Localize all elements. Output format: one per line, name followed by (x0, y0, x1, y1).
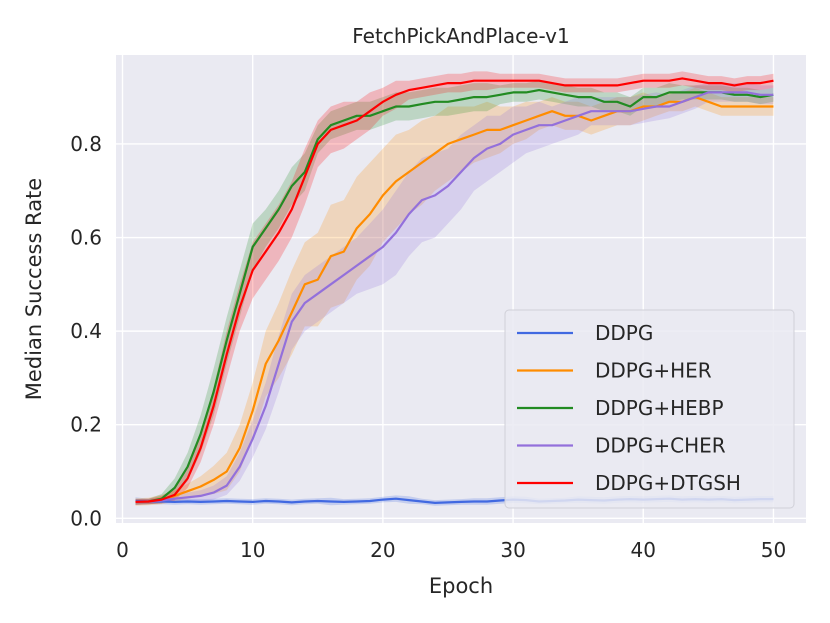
y-tick-label: 0.8 (70, 132, 102, 156)
legend-label-2: DDPG+HEBP (595, 396, 724, 420)
x-tick-label: 20 (370, 538, 395, 562)
x-tick-label: 30 (500, 538, 525, 562)
x-axis-label: Epoch (429, 574, 493, 598)
band-3 (135, 83, 774, 505)
grid (116, 55, 806, 523)
x-tick-labels: 0 10 20 30 40 50 (116, 538, 786, 562)
legend-box (504, 309, 795, 509)
y-tick-label: 0.2 (70, 413, 102, 437)
x-tick-label: 50 (761, 538, 786, 562)
y-tick-labels: 0.0 0.2 0.4 0.6 0.8 (70, 132, 102, 530)
y-tick-label: 0.6 (70, 226, 102, 250)
band-1 (135, 87, 774, 506)
band-2 (135, 80, 774, 505)
legend-label-1: DDPG+HER (595, 359, 712, 383)
y-tick-label: 0.0 (70, 506, 102, 530)
band-4 (135, 71, 774, 505)
chart-title: FetchPickAndPlace-v1 (352, 24, 569, 48)
x-tick-label: 0 (116, 538, 129, 562)
series-line-4 (135, 77, 774, 503)
legend: DDPG DDPG+HER DDPG+HEBP DDPG+CHER DDPG+DTGSH (504, 309, 795, 509)
series-line-2 (135, 88, 774, 503)
series-line-1 (135, 95, 774, 503)
y-tick-label: 0.4 (70, 319, 102, 343)
x-tick-label: 40 (631, 538, 656, 562)
legend-label-3: DDPG+CHER (595, 434, 726, 458)
y-axis-label: Median Success Rate (22, 178, 46, 400)
series-lines (135, 77, 774, 504)
series-line-3 (135, 91, 774, 503)
legend-label-4: DDPG+DTGSH (595, 471, 741, 495)
legend-label-0: DDPG (595, 321, 653, 345)
x-tick-label: 10 (240, 538, 265, 562)
